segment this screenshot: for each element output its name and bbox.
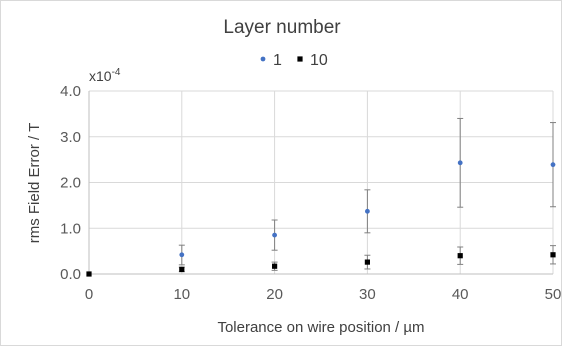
- data-point-series-1: [550, 162, 556, 168]
- legend-label-1: 1: [273, 52, 282, 69]
- data-point-series-10: [550, 252, 556, 258]
- axes: [88, 91, 553, 275]
- y-tick-label: 1.0: [60, 220, 81, 237]
- x-tick-label: 30: [359, 286, 376, 303]
- legend-title: Layer number: [223, 17, 341, 38]
- x-tick-label: 10: [173, 286, 190, 303]
- data-point-series-1: [272, 232, 277, 238]
- data-points: [86, 160, 556, 277]
- data-point-series-10: [364, 259, 370, 265]
- y-tick-label: 4.0: [60, 83, 81, 100]
- y-multiplier-base: x10: [89, 68, 112, 84]
- data-point-series-10: [179, 266, 185, 273]
- y-axis-multiplier: x10-4: [89, 67, 121, 84]
- data-point-series-1: [457, 160, 463, 166]
- y-tick-label: 0.0: [60, 266, 81, 283]
- y-multiplier-exp: -4: [112, 67, 121, 78]
- x-tick-label: 20: [266, 286, 283, 303]
- legend-marker-1: [260, 56, 266, 62]
- grid-lines: [89, 90, 554, 274]
- y-axis-label: rms Field Error / T: [26, 123, 43, 244]
- legend-label-10: 10: [310, 52, 328, 69]
- x-tick-label: 0: [85, 286, 93, 303]
- data-point-series-1: [179, 252, 185, 258]
- data-point-series-10: [86, 271, 92, 277]
- x-tick-label: 40: [452, 286, 469, 303]
- y-tick-label: 3.0: [60, 129, 81, 146]
- data-point-series-10: [272, 263, 278, 269]
- y-tick-label: 2.0: [60, 175, 81, 192]
- data-point-series-10: [457, 253, 463, 259]
- x-axis-label: Tolerance on wire position / µm: [217, 319, 424, 336]
- legend-marker-10: [297, 56, 303, 62]
- x-tick-label: 50: [545, 286, 562, 303]
- legend: Layer number 1 10: [223, 17, 341, 69]
- data-point-series-1: [365, 208, 370, 214]
- tick-labels: 0.0 1.0 2.0 3.0 4.0 0 10 20 30 40 50: [60, 83, 561, 303]
